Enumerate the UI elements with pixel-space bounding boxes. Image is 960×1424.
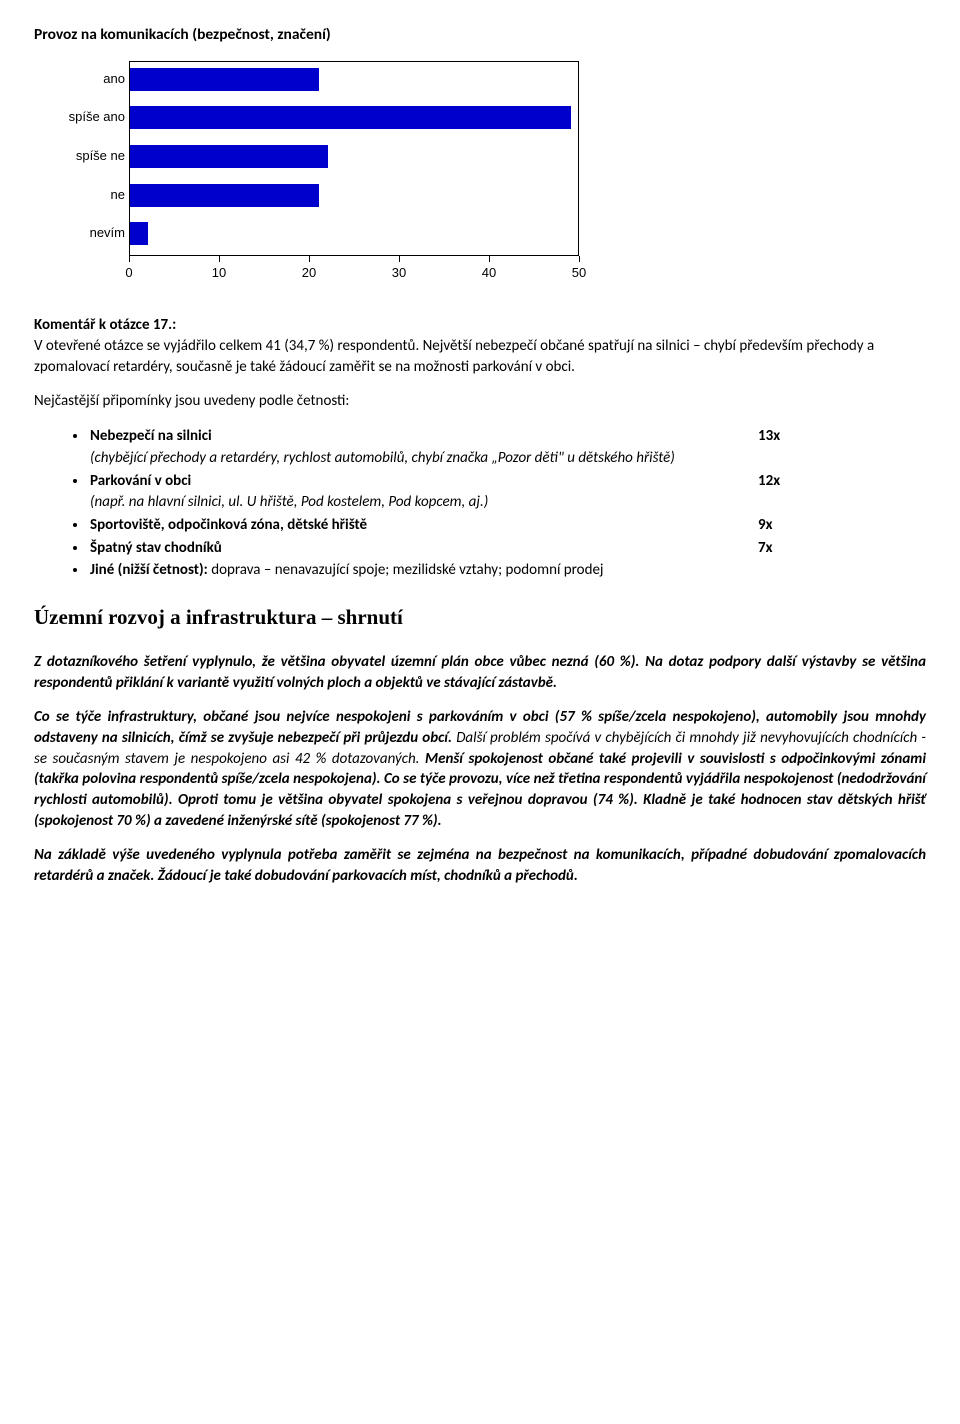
- x-axis-label: 50: [572, 264, 586, 282]
- x-axis-label: 10: [212, 264, 226, 282]
- section-title: Územní rozvoj a infrastruktura – shrnutí: [34, 603, 926, 632]
- chart-bar: [130, 184, 319, 207]
- summary-para-3: Na základě výše uvedeného vyplynula potř…: [34, 845, 926, 886]
- bullet-item: Nebezpečí na silnici 13x(chybějící přecho…: [88, 426, 926, 468]
- y-axis-label: nevím: [64, 224, 125, 242]
- commentary-body: V otevřené otázce se vyjádřilo celkem 41…: [34, 337, 874, 376]
- x-axis-label: 20: [302, 264, 316, 282]
- bar-chart: ano spíše ano spíše ne ne nevím 0 10 20 30 40 50: [64, 55, 594, 293]
- freq-intro: Nejčastější připomínky jsou uvedeny podl…: [34, 391, 926, 412]
- bullet-tail: Jiné (nižší četnost): doprava – nenavazu…: [90, 561, 604, 579]
- chart-bar: [130, 145, 328, 168]
- bullet-label: Nebezpečí na silnici: [90, 426, 212, 447]
- commentary-title: Komentář k otázce 17.:: [34, 316, 176, 334]
- y-axis-label: ne: [64, 186, 125, 204]
- bullet-label: Sportoviště, odpočinková zóna, dětské hř…: [90, 515, 367, 536]
- x-axis-tick: [129, 256, 130, 262]
- bullet-label: Parkování v obci: [90, 471, 191, 492]
- y-axis-label: spíše ne: [64, 147, 125, 165]
- bullet-subnote: (např. na hlavní silnici, ul. U hřiště, …: [90, 492, 810, 513]
- summary-para-2: Co se týče infrastruktury, občané jsou n…: [34, 707, 926, 831]
- x-axis-tick: [399, 256, 400, 262]
- bullet-subnote: (chybějící přechody a retardéry, rychlos…: [90, 448, 810, 469]
- x-axis-label: 40: [482, 264, 496, 282]
- y-axis-label: ano: [64, 70, 125, 88]
- commentary-block: Komentář k otázce 17.: V otevřené otázce…: [34, 315, 926, 377]
- x-axis-tick: [489, 256, 490, 262]
- bullet-label: Špatný stav chodníků: [90, 538, 222, 559]
- bullet-item: Parkování v obci 12x(např. na hlavní siln…: [88, 471, 926, 513]
- p3-b: Žádoucí je také dobudování parkovacích m…: [154, 867, 577, 885]
- chart-bar: [130, 68, 319, 91]
- chart-bar: [130, 222, 148, 245]
- bullet-count: 7x: [758, 538, 810, 559]
- x-axis-label: 30: [392, 264, 406, 282]
- x-axis-tick: [579, 256, 580, 262]
- bullet-count: 9x: [758, 515, 810, 536]
- x-axis-tick: [309, 256, 310, 262]
- chart-bar: [130, 106, 571, 129]
- bullet-count: 13x: [758, 426, 810, 447]
- summary-para-1: Z dotazníkového šetření vyplynulo, že vě…: [34, 652, 926, 693]
- p2-e: Oproti tomu je většina obyvatel spokojen…: [173, 791, 638, 809]
- bullet-list: Nebezpečí na silnici 13x(chybějící přecho…: [34, 426, 926, 581]
- bullet-item: Jiné (nižší četnost): doprava – nenavazu…: [88, 560, 926, 581]
- y-axis-label: spíše ano: [64, 108, 125, 126]
- x-axis-label: 0: [125, 264, 132, 282]
- bullet-item: Špatný stav chodníků 7x: [88, 538, 926, 559]
- page-heading: Provoz na komunikacích (bezpečnost, znač…: [34, 24, 926, 45]
- bullet-item: Sportoviště, odpočinková zóna, dětské hř…: [88, 515, 926, 536]
- bullet-count: 12x: [758, 471, 810, 492]
- x-axis-tick: [219, 256, 220, 262]
